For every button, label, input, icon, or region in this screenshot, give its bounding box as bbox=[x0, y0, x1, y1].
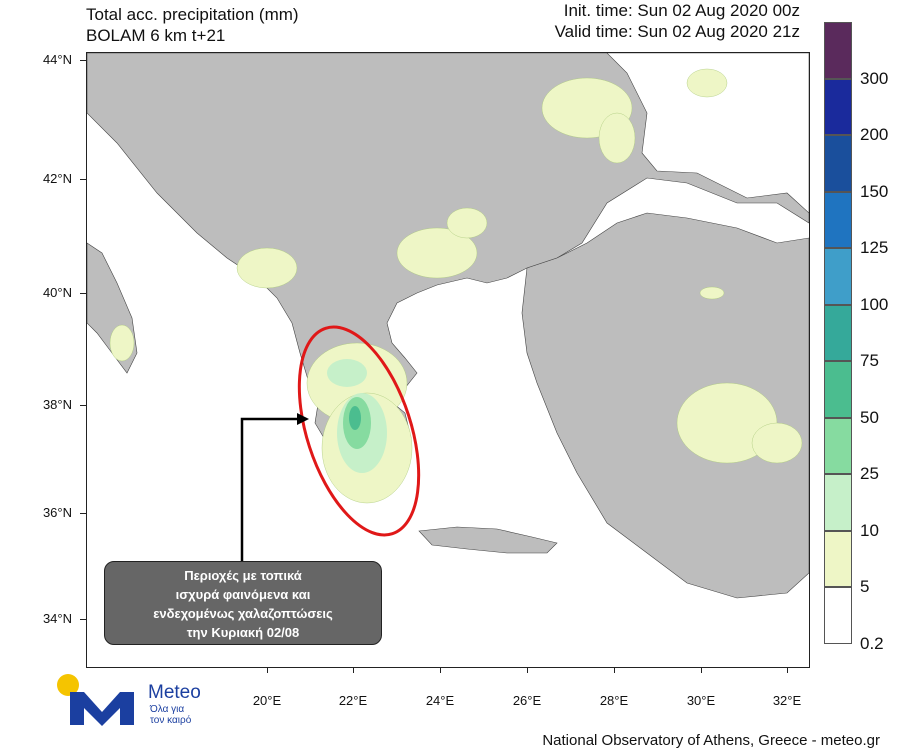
precip-very-strong-patches bbox=[349, 406, 361, 430]
callout-box: Περιοχές με τοπικά ισχυρά φαινόμενα και … bbox=[104, 561, 382, 645]
colorbar-label: 25 bbox=[860, 464, 879, 483]
colorbar-label: 50 bbox=[860, 407, 879, 427]
callout-line-1: Περιοχές με τοπικά bbox=[184, 568, 302, 583]
lat-label-44: 44°N bbox=[42, 52, 72, 67]
highlight-ellipse bbox=[297, 325, 421, 537]
lat-tick bbox=[80, 405, 86, 406]
colorbar-label: 125 bbox=[860, 238, 889, 257]
lon-tick bbox=[353, 667, 354, 673]
black-sea bbox=[606, 53, 809, 214]
lon-tick bbox=[440, 667, 441, 673]
colorbar-label: 0.2 bbox=[860, 633, 884, 653]
lat-label-38: 38°N bbox=[42, 397, 72, 412]
lon-label-26: 26°E bbox=[512, 693, 542, 708]
lon-label-20: 20°E bbox=[252, 693, 282, 708]
lat-tick bbox=[80, 619, 86, 620]
colorbar-label: 150 bbox=[860, 181, 889, 201]
colorbar-cell bbox=[824, 191, 852, 248]
lat-label-34: 34°N bbox=[42, 611, 72, 626]
lon-tick bbox=[701, 667, 702, 673]
footer-credit: National Observatory of Athens, Greece -… bbox=[542, 732, 880, 749]
colorbar-label: 75 bbox=[860, 351, 879, 370]
callout-arrow-line bbox=[240, 417, 305, 561]
logo-tagline-1: Όλα για bbox=[150, 704, 185, 715]
lon-tick bbox=[787, 667, 788, 673]
lon-tick bbox=[267, 667, 268, 673]
callout-line-3: ενδεχομένως χαλαζοπτώσεις bbox=[153, 606, 333, 621]
init-time: Init. time: Sun 02 Aug 2020 00z bbox=[563, 1, 800, 20]
chart-title: Total acc. precipitation (mm) BOLAM 6 km… bbox=[86, 4, 299, 46]
lon-label-30: 30°E bbox=[686, 693, 716, 708]
colorbar-cell bbox=[824, 361, 852, 418]
logo-tagline-2: τον καιρό bbox=[150, 715, 192, 726]
valid-time: Valid time: Sun 02 Aug 2020 21z bbox=[554, 22, 800, 41]
colorbar-cell bbox=[824, 474, 852, 531]
lon-label-22: 22°E bbox=[338, 693, 368, 708]
colorbar-label: 5 bbox=[860, 577, 870, 596]
colorbar-label: 100 bbox=[860, 294, 889, 314]
lon-label-32: 32°E bbox=[772, 693, 802, 708]
lat-label-42: 42°N bbox=[42, 171, 72, 186]
callout-line-2: ισχυρά φαινόμενα και bbox=[175, 587, 311, 602]
colorbar-cell bbox=[824, 22, 852, 79]
colorbar-cell bbox=[824, 530, 852, 587]
colorbar-label: 10 bbox=[860, 520, 879, 540]
lat-tick bbox=[80, 513, 86, 514]
lon-tick bbox=[614, 667, 615, 673]
logo-name: Meteo bbox=[148, 682, 201, 703]
colorbar-cell bbox=[824, 417, 852, 474]
lon-label-24: 24°E bbox=[425, 693, 455, 708]
colorbar-cell bbox=[824, 304, 852, 361]
colorbar-label: 300 bbox=[860, 68, 889, 88]
callout-arrow-head bbox=[297, 413, 309, 425]
lat-tick bbox=[80, 179, 86, 180]
turkey-landmass bbox=[521, 212, 809, 599]
lon-tick bbox=[527, 667, 528, 673]
colorbar-cell bbox=[824, 248, 852, 305]
time-info: Init. time: Sun 02 Aug 2020 00z Valid ti… bbox=[555, 0, 800, 42]
colorbar-cell bbox=[824, 135, 852, 192]
crete-landmass bbox=[418, 526, 558, 554]
lon-label-28: 28°E bbox=[599, 693, 629, 708]
title-line-2: BOLAM 6 km t+21 bbox=[86, 26, 226, 45]
lat-tick bbox=[80, 293, 86, 294]
title-line-1: Total acc. precipitation (mm) bbox=[86, 5, 299, 24]
colorbar-cell bbox=[824, 587, 852, 644]
lat-label-36: 36°N bbox=[42, 505, 72, 520]
lat-label-40: 40°N bbox=[42, 285, 72, 300]
logo-tagline: Όλα για τον καιρό bbox=[150, 704, 191, 726]
meteo-logo-icon bbox=[57, 674, 134, 726]
callout-line-4: την Κυριακή 02/08 bbox=[186, 625, 300, 640]
lat-tick bbox=[80, 60, 86, 61]
colorbar-label: 200 bbox=[860, 125, 889, 144]
colorbar-cell bbox=[824, 78, 852, 135]
